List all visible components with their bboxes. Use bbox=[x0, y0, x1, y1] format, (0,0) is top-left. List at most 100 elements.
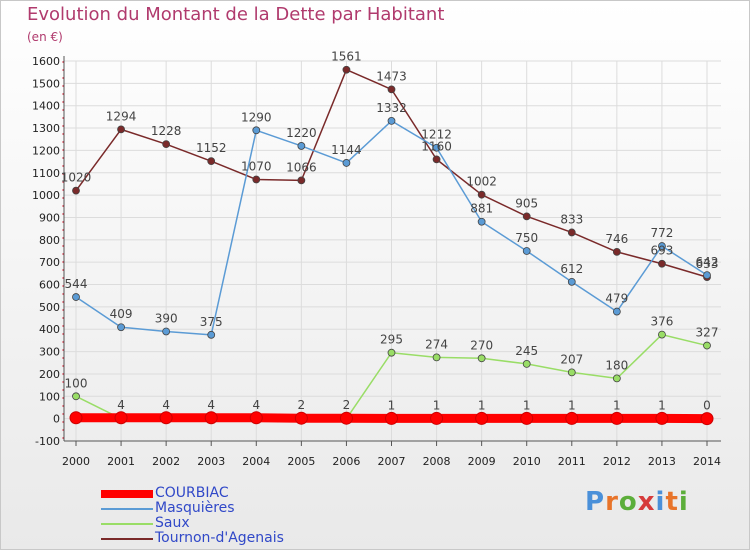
data-label: 1228 bbox=[151, 124, 182, 138]
data-point bbox=[117, 125, 125, 134]
data-label: 180 bbox=[605, 358, 628, 372]
data-point bbox=[658, 259, 666, 268]
data-point bbox=[703, 271, 711, 280]
y-tick-label: 1100 bbox=[32, 167, 60, 180]
y-tick-label: 200 bbox=[39, 368, 60, 381]
x-tick-label: 2007 bbox=[378, 455, 406, 468]
data-point bbox=[204, 411, 218, 425]
x-tick-label: 2006 bbox=[332, 455, 360, 468]
data-point bbox=[703, 341, 711, 350]
x-tick-label: 2012 bbox=[603, 455, 631, 468]
data-point bbox=[162, 327, 171, 336]
data-label: 1 bbox=[433, 398, 441, 412]
data-point bbox=[520, 411, 534, 425]
data-label: 881 bbox=[470, 202, 493, 216]
y-tick-label: 100 bbox=[39, 390, 60, 403]
data-label: 1473 bbox=[376, 69, 407, 83]
x-tick-label: 2009 bbox=[468, 455, 496, 468]
data-point bbox=[655, 411, 669, 425]
data-label: 207 bbox=[560, 352, 583, 366]
data-point bbox=[207, 157, 216, 166]
data-label: 1 bbox=[478, 398, 486, 412]
data-label: 633 bbox=[696, 257, 719, 271]
data-point bbox=[72, 186, 80, 195]
x-tick-label: 2003 bbox=[197, 455, 225, 468]
brand-letter: P bbox=[585, 487, 606, 517]
data-label: 245 bbox=[515, 344, 538, 358]
brand-letter: r bbox=[605, 487, 619, 517]
data-point bbox=[658, 242, 666, 250]
y-tick-label: 800 bbox=[39, 234, 60, 247]
data-label: 376 bbox=[650, 315, 673, 329]
data-label: 4 bbox=[252, 398, 260, 412]
legend-label: Saux bbox=[155, 515, 190, 531]
x-tick-label: 2001 bbox=[107, 455, 135, 468]
data-point bbox=[72, 293, 80, 301]
data-label: 1152 bbox=[196, 141, 227, 155]
data-point bbox=[294, 411, 308, 425]
x-tick-label: 2000 bbox=[62, 455, 90, 468]
data-label: 1220 bbox=[286, 126, 317, 140]
data-label: 1294 bbox=[106, 109, 137, 123]
data-label: 479 bbox=[605, 292, 628, 306]
y-tick-label: -100 bbox=[35, 435, 60, 448]
data-point bbox=[387, 348, 396, 357]
data-label: 100 bbox=[65, 376, 88, 390]
data-point bbox=[565, 411, 579, 425]
data-label: 295 bbox=[380, 333, 403, 347]
chart-title: Evolution du Montant de la Dette par Hab… bbox=[27, 4, 445, 25]
data-label: 274 bbox=[425, 337, 448, 351]
y-tick-label: 600 bbox=[39, 279, 60, 292]
data-point bbox=[385, 411, 398, 425]
data-point bbox=[117, 323, 125, 332]
data-label: 327 bbox=[696, 326, 719, 340]
data-point bbox=[477, 354, 486, 363]
data-point bbox=[387, 85, 396, 94]
y-tick-label: 500 bbox=[39, 301, 60, 314]
data-point bbox=[69, 411, 83, 425]
data-label: 1561 bbox=[331, 50, 362, 64]
data-label: 772 bbox=[650, 226, 673, 240]
data-point bbox=[567, 368, 576, 377]
data-label: 375 bbox=[200, 315, 223, 329]
y-tick-label: 1300 bbox=[32, 122, 60, 135]
legend-swatch bbox=[101, 490, 153, 498]
y-tick-label: 300 bbox=[39, 346, 60, 359]
data-point bbox=[339, 411, 353, 425]
data-label: 833 bbox=[560, 212, 583, 226]
brand-letter: i bbox=[678, 487, 689, 517]
x-tick-label: 2005 bbox=[287, 455, 315, 468]
brand-letter: i bbox=[655, 487, 666, 517]
x-tick-label: 2014 bbox=[693, 455, 721, 468]
data-label: 1 bbox=[658, 398, 666, 412]
data-point bbox=[162, 140, 171, 149]
data-label: 1066 bbox=[286, 160, 317, 174]
x-tick-label: 2013 bbox=[648, 455, 676, 468]
data-point bbox=[477, 217, 486, 226]
data-label: 1 bbox=[388, 398, 396, 412]
data-label: 693 bbox=[650, 244, 673, 258]
data-point bbox=[700, 412, 714, 426]
data-point bbox=[477, 190, 486, 199]
data-label: 409 bbox=[110, 307, 133, 321]
legend-swatch bbox=[101, 508, 153, 510]
legend-item: COURBIAC bbox=[101, 485, 361, 502]
data-point bbox=[159, 411, 173, 425]
data-label: 746 bbox=[605, 232, 628, 246]
data-point bbox=[297, 176, 306, 185]
data-point bbox=[252, 175, 261, 184]
data-label: 1020 bbox=[61, 171, 92, 185]
data-label: 1 bbox=[568, 398, 576, 412]
x-tick-label: 2004 bbox=[242, 455, 270, 468]
legend-label: Tournon-d'Agenais bbox=[155, 530, 284, 546]
legend-item: Tournon-d'Agenais bbox=[101, 530, 361, 547]
y-tick-label: 1200 bbox=[32, 144, 60, 157]
data-point bbox=[612, 307, 621, 316]
data-label: 642 bbox=[696, 255, 719, 269]
data-point bbox=[567, 277, 576, 286]
y-tick-label: 400 bbox=[39, 323, 60, 336]
data-label: 4 bbox=[117, 398, 125, 412]
y-tick-label: 0 bbox=[53, 413, 60, 426]
data-point bbox=[432, 143, 441, 152]
